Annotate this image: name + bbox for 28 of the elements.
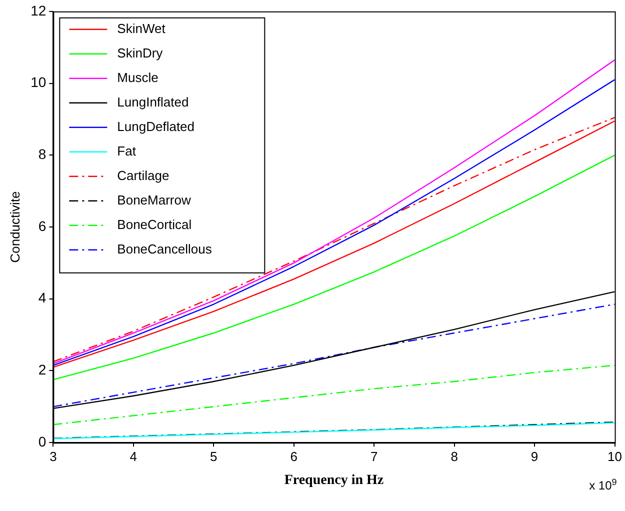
x-tick-label: 10	[608, 448, 622, 464]
x-tick-label: 4	[130, 448, 138, 464]
line-series	[53, 364, 615, 426]
legend-label: SkinWet	[117, 20, 166, 36]
legend-label: LungInflated	[117, 94, 189, 110]
x-tick-label: 5	[210, 448, 218, 464]
legend-label: Fat	[117, 143, 136, 158]
legend-label: SkinDry	[117, 45, 164, 60]
y-axis-title: Conductivite	[7, 191, 22, 263]
y-tick-label: 6	[38, 218, 46, 234]
legend-label: Muscle	[117, 70, 158, 85]
x-tick-label: 6	[290, 448, 298, 464]
y-tick-label: 10	[30, 74, 46, 90]
legend-label: LungDeflated	[117, 118, 195, 134]
x-tick-label: 9	[530, 448, 538, 464]
y-tick-label: 0	[38, 433, 46, 450]
legend-label: BoneMarrow	[117, 192, 192, 208]
x-tick-label: 3	[50, 448, 57, 464]
y-tick-label: 4	[38, 290, 46, 306]
legend-label: Cartilage	[117, 168, 170, 183]
legend-label: BoneCancellous	[117, 241, 212, 256]
legend-label: BoneCortical	[117, 216, 192, 232]
x-tick-label: 7	[370, 448, 378, 464]
x-tick-label: 8	[450, 448, 458, 464]
y-tick-label: 8	[38, 146, 46, 162]
y-tick-label: 2	[38, 362, 46, 378]
x-axis-title: Frequency in Hz	[284, 473, 384, 488]
y-tick-label: 12	[30, 2, 46, 18]
